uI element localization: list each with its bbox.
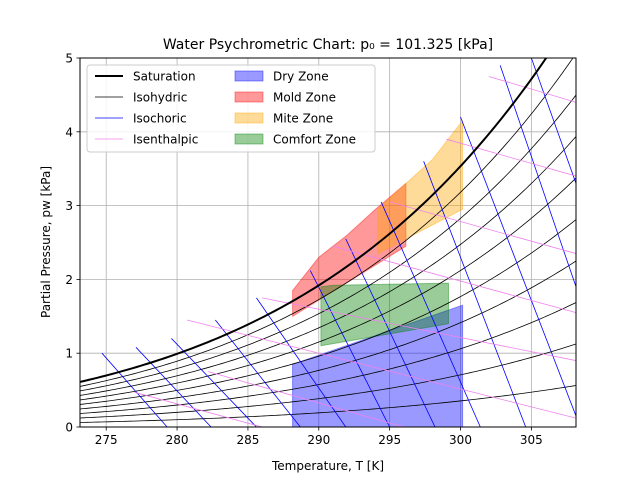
x-axis-label: Temperature, T [K]: [271, 459, 384, 473]
isohydric-line: [80, 177, 576, 401]
isochoric-line: [215, 319, 301, 427]
saturation-curve: [80, 58, 548, 383]
isenthalpic-line: [389, 201, 576, 254]
legend-swatch-mold-zone: [234, 91, 264, 103]
x-tick-label: 275: [95, 433, 118, 447]
x-tick-label: 285: [236, 433, 259, 447]
mite-zone: [377, 119, 464, 255]
legend-label-mold-zone: Mold Zone: [273, 91, 336, 105]
isohydric-line: [80, 219, 576, 405]
legend-label-isochoric: Isochoric: [133, 112, 187, 126]
y-tick-label: 0: [65, 421, 73, 435]
isohydric-line: [80, 343, 576, 419]
x-tick-label: 305: [520, 433, 543, 447]
isochoric-line: [135, 347, 212, 427]
isenthalpic-line: [332, 245, 576, 313]
legend-label-isohydric: Isohydric: [133, 91, 187, 105]
isochoric-line: [309, 270, 391, 427]
y-tick-label: 3: [65, 199, 73, 213]
legend-label-comfort-zone: Comfort Zone: [273, 133, 356, 147]
chart-title: Water Psychrometric Chart: p₀ = 101.325 …: [163, 37, 493, 53]
y-tick-label: 5: [65, 52, 73, 66]
isochoric-line: [256, 297, 347, 427]
axis-ticks: 275 280 285 290 295 300 305 0 1 2 3 4 5: [65, 52, 542, 448]
isohydric-line: [80, 58, 574, 387]
legend-label-saturation: Saturation: [133, 70, 196, 84]
legend-label-dry-zone: Dry Zone: [273, 70, 329, 84]
y-tick-label: 4: [65, 125, 73, 139]
isenthalpic-line: [488, 76, 576, 103]
x-tick-label: 300: [449, 433, 472, 447]
isenthalpic-line: [208, 371, 404, 427]
isochoric-line: [423, 161, 527, 427]
x-tick-label: 280: [166, 433, 189, 447]
legend-swatch-dry-zone: [234, 70, 264, 82]
isochoric-line: [530, 58, 576, 184]
x-tick-label: 295: [378, 433, 401, 447]
legend-label-isenthalpic: Isenthalpic: [133, 133, 198, 147]
isochoric-line: [345, 238, 436, 427]
legend-swatch-mite-zone: [234, 112, 264, 124]
y-tick-label: 1: [65, 347, 73, 361]
legend-box: [86, 64, 376, 153]
legend-swatch-comfort-zone: [234, 133, 264, 145]
curves: [80, 58, 576, 427]
isohydric-line: [80, 136, 576, 396]
legend: Saturation Isohydric Isochoric Isenthalpic D…: [86, 64, 376, 153]
isochoric-line: [101, 352, 168, 427]
isenthalpic-line: [262, 297, 576, 361]
x-tick-label: 290: [307, 433, 330, 447]
y-tick-label: 2: [65, 273, 73, 287]
isenthalpic-line: [186, 319, 576, 419]
comfort-zone: [320, 282, 449, 347]
isohydric-line: [80, 94, 576, 392]
isohydric-line: [80, 302, 576, 414]
isenthalpic-line: [134, 391, 263, 427]
isochoric-line: [460, 116, 576, 417]
isochoric-line: [171, 338, 257, 427]
y-axis-label: Partial Pressure, pw [kPa]: [39, 166, 53, 318]
plot-frame: [79, 57, 577, 428]
legend-label-mite-zone: Mite Zone: [273, 112, 333, 126]
isenthalpic-line: [446, 138, 576, 177]
